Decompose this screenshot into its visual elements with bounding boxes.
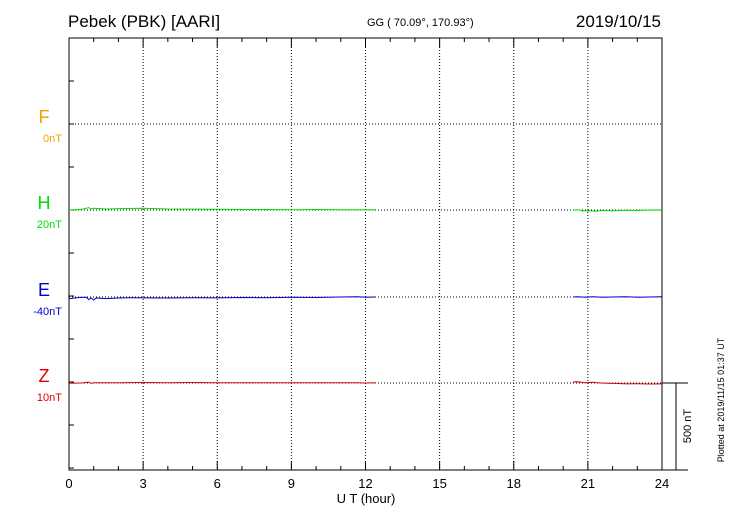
x-tick-label: 6 [214,476,221,491]
geographic-coordinates: GG ( 70.09°, 170.93°) [367,17,474,29]
series-e-offset: -40nT [33,306,62,318]
series-h-trace [572,209,663,212]
series-labels: F 0nT H 20nT E -40nT Z 10nT [33,107,62,404]
scale-bar: 500 nT [662,382,694,471]
axis-ticks [68,38,663,470]
x-tick-label: 12 [358,476,372,491]
series-h-name: H [38,193,51,213]
series-z-trace [572,381,663,385]
series-e-name: E [38,280,50,300]
plot-date: 2019/10/15 [575,12,661,31]
series-h-trace [68,207,376,211]
x-tick-label: 3 [140,476,147,491]
plotted-timestamp: Plotted at 2019/11/15 01:37 UT [716,337,726,462]
x-tick-label: 18 [507,476,521,491]
series-z-trace [68,381,376,385]
x-tick-label: 15 [432,476,446,491]
series-e-trace [68,296,376,301]
series-e-trace [572,296,663,298]
x-tick-label: 21 [581,476,595,491]
x-tick-label: 24 [655,476,669,491]
data-series [68,207,663,385]
x-tick-labels: 0 3 6 9 12 15 18 21 24 [65,476,669,491]
series-z-offset: 10nT [37,392,62,404]
series-h-offset: 20nT [37,219,62,231]
x-axis-label: U T (hour) [337,491,396,506]
station-title: Pebek (PBK) [AARI] [68,12,221,31]
series-f-name: F [39,107,50,127]
grid-lines [69,38,662,470]
x-tick-label: 0 [65,476,72,491]
series-f-offset: 0nT [43,133,62,145]
series-z-name: Z [39,366,50,386]
scale-bar-label: 500 nT [682,409,694,444]
x-tick-label: 9 [288,476,295,491]
